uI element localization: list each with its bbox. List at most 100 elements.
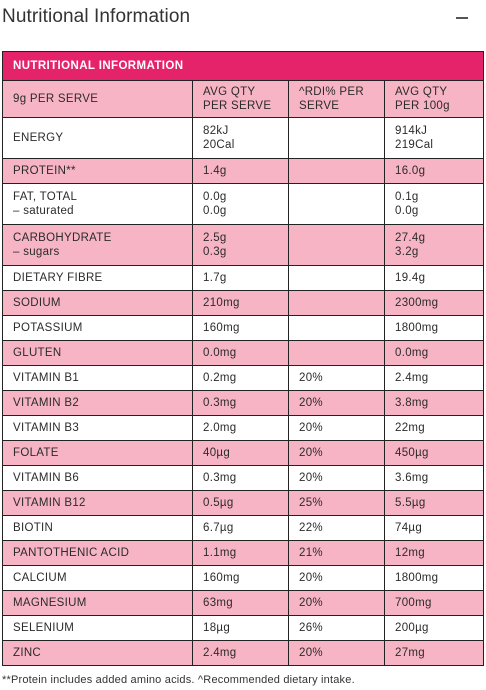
per-100g-value: 12mg — [395, 547, 425, 559]
rdi-cell: 20% — [288, 640, 385, 666]
nutrient-name: SODIUM — [13, 297, 61, 309]
section-header[interactable]: Nutritional Information — [0, 0, 486, 36]
table-row: PANTOTHENIC ACID 1.1mg 21% 12mg — [2, 540, 485, 566]
nutrient-name-cell: FAT, TOTAL – saturated — [2, 183, 193, 225]
nutrient-name: VITAMIN B1 — [13, 372, 80, 384]
table-row: POTASSIUM 160mg 1800mg — [2, 315, 485, 341]
table-row: CALCIUM 160mg 20% 1800mg — [2, 565, 485, 591]
rdi-value: 20% — [299, 397, 323, 409]
nutrient-name-cell: CALCIUM — [2, 565, 193, 591]
nutrient-name: MAGNESIUM — [13, 597, 87, 609]
nutrient-name: VITAMIN B6 — [13, 472, 80, 484]
per-100g-value: 0.0g — [395, 205, 419, 217]
table-row: VITAMIN B2 0.3mg 20% 3.8mg — [2, 390, 485, 416]
table-row: MAGNESIUM 63mg 20% 700mg — [2, 590, 485, 616]
rdi-cell: 25% — [288, 490, 385, 516]
nutrient-name-cell: FOLATE — [2, 440, 193, 466]
nutrition-table: NUTRITIONAL INFORMATION 9g PER SERVE AVG… — [1, 51, 485, 666]
per-100g-value: 0.0mg — [395, 347, 429, 359]
table-row: VITAMIN B3 2.0mg 20% 22mg — [2, 415, 485, 441]
per-serve-value: 160mg — [203, 572, 240, 584]
nutrient-name-cell: VITAMIN B6 — [2, 465, 193, 491]
column-header: AVG QTY PER SERVE — [192, 80, 289, 118]
table-row: DIETARY FIBRE 1.7g 19.4g — [2, 265, 485, 291]
per-100g-value: 16.0g — [395, 165, 426, 177]
rdi-value: 26% — [299, 622, 323, 634]
per-serve-value: 0.0mg — [203, 347, 237, 359]
nutrient-name: FAT, TOTAL — [13, 191, 78, 203]
rdi-cell — [288, 117, 385, 159]
nutrient-name-cell: GLUTEN — [2, 340, 193, 366]
per-serve-value: 40µg — [203, 447, 231, 459]
table-row: CARBOHYDRATE – sugars 2.5g 0.3g 27.4g 3.2g — [2, 224, 485, 266]
per-100g-cell: 200µg — [383, 615, 485, 641]
table-row: VITAMIN B1 0.2mg 20% 2.4mg — [2, 365, 485, 391]
nutrient-name-cell: VITAMIN B2 — [2, 390, 193, 416]
nutrient-name: SELENIUM — [13, 622, 75, 634]
nutrient-name: ENERGY — [13, 132, 64, 144]
per-100g-cell: 12mg — [383, 540, 485, 566]
per-serve-value: 0.5µg — [203, 497, 234, 509]
per-serve-value: 0.0g — [203, 205, 227, 217]
per-100g-cell: 2.4mg — [383, 365, 485, 391]
minus-icon[interactable] — [456, 17, 468, 19]
nutrient-subname: – saturated — [13, 205, 74, 217]
per-serve-cell: 1.4g — [192, 158, 289, 184]
per-100g-cell: 3.6mg — [383, 465, 485, 491]
table-row: FAT, TOTAL – saturated 0.0g 0.0g 0.1g 0.0g — [2, 183, 485, 225]
rdi-value: 20% — [299, 447, 323, 459]
per-serve-cell: 6.7µg — [192, 515, 289, 541]
section-title: Nutritional Information — [2, 6, 191, 27]
per-100g-value: 914kJ — [395, 125, 428, 137]
nutrient-name-cell: POTASSIUM — [2, 315, 193, 341]
rdi-cell: 20% — [288, 565, 385, 591]
per-100g-value: 0.1g — [395, 191, 419, 203]
per-100g-value: 1800mg — [395, 572, 439, 584]
rdi-cell: 20% — [288, 390, 385, 416]
nutrient-name: VITAMIN B12 — [13, 497, 86, 509]
footnote: **Protein includes added amino acids. ^R… — [2, 674, 355, 686]
per-serve-cell: 210mg — [192, 290, 289, 316]
per-serve-cell: 160mg — [192, 565, 289, 591]
rdi-cell — [288, 158, 385, 184]
rdi-value: 20% — [299, 372, 323, 384]
per-100g-cell: 1800mg — [383, 315, 485, 341]
rdi-value: 25% — [299, 497, 323, 509]
per-100g-cell: 1800mg — [383, 565, 485, 591]
rdi-cell: 20% — [288, 415, 385, 441]
per-100g-value: 200µg — [395, 622, 429, 634]
per-serve-value: 0.0g — [203, 191, 227, 203]
per-serve-cell: 2.4mg — [192, 640, 289, 666]
per-100g-cell: 16.0g — [383, 158, 485, 184]
per-serve-cell: 40µg — [192, 440, 289, 466]
per-100g-cell: 0.1g 0.0g — [383, 183, 485, 225]
per-serve-cell: 1.1mg — [192, 540, 289, 566]
rdi-cell: 20% — [288, 440, 385, 466]
per-serve-value: 6.7µg — [203, 522, 234, 534]
per-100g-value: 27.4g — [395, 232, 426, 244]
table-row: VITAMIN B12 0.5µg 25% 5.5µg — [2, 490, 485, 516]
rdi-cell: 21% — [288, 540, 385, 566]
per-serve-cell: 82kJ 20Cal — [192, 117, 289, 159]
rdi-value: 21% — [299, 547, 323, 559]
per-serve-cell: 1.7g — [192, 265, 289, 291]
nutrient-name: GLUTEN — [13, 347, 62, 359]
nutrient-name: FOLATE — [13, 447, 59, 459]
nutrient-name: CARBOHYDRATE — [13, 232, 112, 244]
per-100g-cell: 450µg — [383, 440, 485, 466]
per-100g-cell: 3.8mg — [383, 390, 485, 416]
per-serve-value: 63mg — [203, 597, 233, 609]
per-100g-cell: 22mg — [383, 415, 485, 441]
per-serve-value: 1.7g — [203, 272, 227, 284]
rdi-cell: 20% — [288, 590, 385, 616]
rdi-cell — [288, 183, 385, 225]
nutrient-name: CALCIUM — [13, 572, 67, 584]
nutrient-name-cell: VITAMIN B12 — [2, 490, 193, 516]
per-100g-value: 3.8mg — [395, 397, 429, 409]
table-row: SODIUM 210mg 2300mg — [2, 290, 485, 316]
per-serve-cell: 0.0mg — [192, 340, 289, 366]
nutrient-name-cell: ZINC — [2, 640, 193, 666]
per-100g-cell: 19.4g — [383, 265, 485, 291]
nutrient-subname: – sugars — [13, 246, 60, 258]
per-100g-value: 2.4mg — [395, 372, 429, 384]
